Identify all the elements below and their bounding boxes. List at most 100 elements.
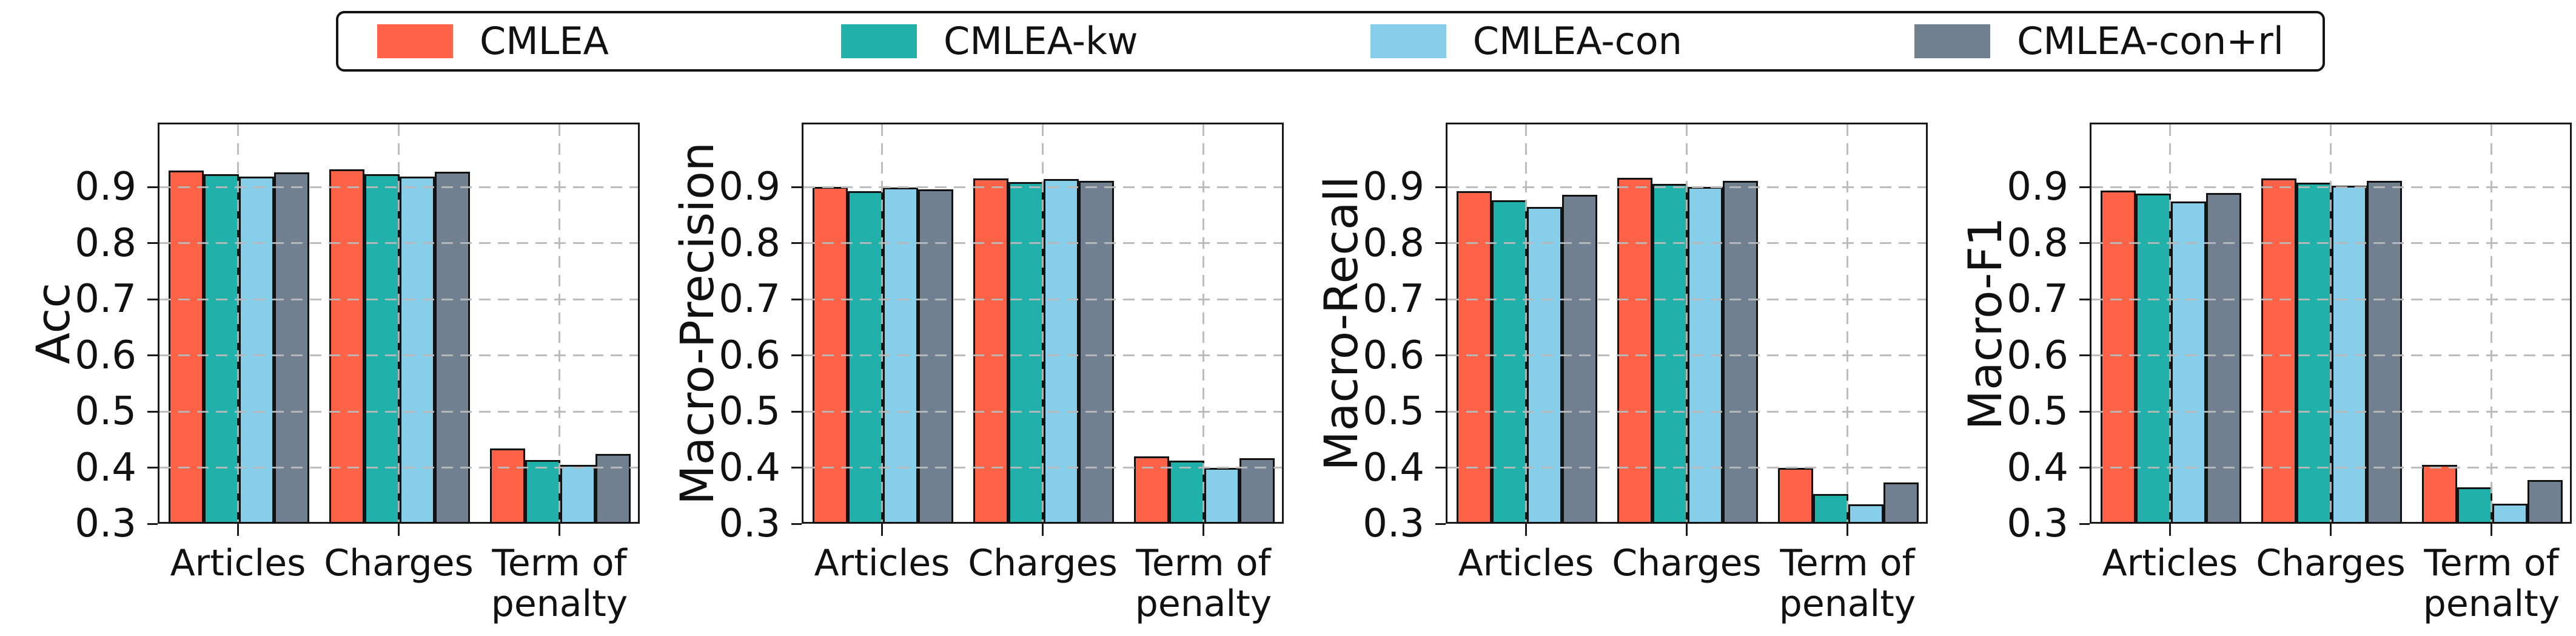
plot-area	[802, 123, 1284, 524]
y-tick-label: 0.5	[2007, 389, 2068, 435]
y-tick-label: 0.9	[75, 164, 136, 210]
y-tick-mark	[147, 242, 158, 245]
x-tick-label: Articles	[814, 542, 950, 584]
y-tick-label: 0.5	[1363, 389, 1424, 435]
y-tick-label: 0.6	[719, 333, 780, 378]
bar-cmlea-con-1	[1044, 179, 1079, 524]
bar-cmlea-kw-2	[1169, 460, 1204, 524]
y-tick-mark	[1435, 298, 1446, 300]
x-tick-mark	[237, 524, 239, 536]
subplot-macro-f1: Macro-F1 0.3 0.4 0.5 0.6 0.7 0.8 0.9 Articles Cha…	[1932, 91, 2576, 636]
gridline-vertical	[558, 124, 560, 522]
x-tick-mark	[1525, 524, 1527, 536]
bar-cmlea-con-1	[400, 176, 435, 524]
y-tick-label: 0.4	[75, 445, 136, 490]
y-tick-mark	[1435, 186, 1446, 188]
y-tick-label: 0.3	[1363, 501, 1424, 546]
legend-label: CMLEA-kw	[944, 19, 1138, 63]
legend-swatch-icon	[377, 24, 453, 58]
bar-cmlea-1	[329, 169, 364, 524]
bar-cmlea-con+rl-1	[2367, 181, 2402, 524]
x-tick-mark	[1202, 524, 1204, 536]
bar-cmlea-0	[2101, 190, 2136, 524]
y-tick-label: 0.6	[75, 333, 136, 378]
x-tick-label: Articles	[2102, 542, 2238, 584]
y-tick-mark	[147, 467, 158, 469]
x-tick-label: Charges	[1612, 542, 1762, 584]
bar-cmlea-kw-1	[364, 174, 400, 524]
y-tick-label: 0.6	[2007, 333, 2068, 378]
bar-cmlea-1	[973, 178, 1008, 524]
legend-swatch-icon	[1370, 24, 1446, 58]
bar-cmlea-con+rl-0	[1562, 195, 1597, 524]
y-tick-label: 0.9	[2007, 164, 2068, 210]
y-tick-label: 0.5	[75, 389, 136, 435]
gridline-vertical	[1525, 124, 1527, 522]
bar-cmlea-con-0	[239, 176, 274, 524]
bar-cmlea-kw-1	[1008, 181, 1044, 524]
bar-cmlea-con+rl-1	[435, 172, 470, 524]
x-tick-label: Term of penalty	[491, 542, 628, 626]
legend-label: CMLEA-con+rl	[2017, 19, 2284, 63]
bar-cmlea-con-2	[560, 464, 595, 524]
legend-swatch-icon	[1914, 24, 1991, 58]
plot-area	[1446, 123, 1928, 524]
legend-item-cmlea: CMLEA	[377, 22, 609, 60]
gridline-vertical	[237, 124, 239, 522]
y-tick-mark	[2079, 523, 2090, 525]
y-tick-mark	[791, 242, 802, 245]
bar-cmlea-con+rl-0	[2206, 192, 2241, 524]
bar-cmlea-con+rl-0	[274, 172, 309, 524]
bar-cmlea-con+rl-2	[1883, 482, 1919, 524]
y-tick-mark	[147, 186, 158, 188]
y-tick-label: 0.3	[719, 501, 780, 546]
gridline-vertical	[2169, 124, 2171, 522]
y-tick-mark	[147, 410, 158, 413]
gridline-vertical	[881, 124, 883, 522]
x-tick-label: Articles	[1458, 542, 1594, 584]
plot-area	[158, 123, 640, 524]
gridline-vertical	[1042, 124, 1044, 522]
bar-cmlea-2	[1778, 467, 1813, 524]
bar-cmlea-kw-0	[848, 191, 883, 524]
legend-swatch-icon	[841, 24, 917, 58]
bar-cmlea-kw-1	[2296, 182, 2332, 524]
subplot-macro-recall: Macro-Recall 0.3 0.4 0.5 0.6 0.7 0.8 0.9 Article…	[1288, 91, 1932, 636]
y-tick-label: 0.5	[719, 389, 780, 435]
bar-cmlea-kw-2	[2457, 487, 2492, 524]
gridline-vertical	[1846, 124, 1848, 522]
y-tick-mark	[791, 467, 802, 469]
x-tick-mark	[558, 524, 560, 536]
x-tick-mark	[2330, 524, 2332, 536]
y-tick-mark	[1435, 242, 1446, 245]
bar-cmlea-con-2	[1204, 467, 1239, 524]
y-tick-label: 0.4	[719, 445, 780, 490]
gridline-vertical	[2490, 124, 2492, 522]
y-tick-mark	[2079, 410, 2090, 413]
bar-cmlea-1	[2261, 178, 2296, 524]
bar-cmlea-0	[169, 170, 204, 524]
bar-cmlea-kw-0	[1492, 200, 1527, 524]
y-tick-mark	[791, 410, 802, 413]
legend-label: CMLEA-con	[1472, 19, 1682, 63]
subplot-acc: Acc 0.3 0.4 0.5 0.6 0.7 0.8 0.9 Articles Charges T…	[0, 91, 644, 636]
legend-label: CMLEA	[480, 19, 609, 63]
bar-cmlea-kw-0	[204, 174, 239, 524]
bar-cmlea-con+rl-2	[595, 454, 631, 524]
y-tick-label: 0.9	[719, 164, 780, 210]
y-tick-mark	[1435, 410, 1446, 413]
bar-cmlea-1	[1617, 177, 1652, 524]
y-tick-label: 0.7	[719, 277, 780, 322]
bar-cmlea-con+rl-1	[1079, 181, 1114, 524]
y-tick-label: 0.4	[1363, 445, 1424, 490]
gridline-vertical	[2330, 124, 2332, 522]
x-tick-label: Articles	[170, 542, 306, 584]
gridline-vertical	[1686, 124, 1688, 522]
x-tick-label: Charges	[2256, 542, 2406, 584]
y-tick-mark	[147, 298, 158, 300]
bar-cmlea-con+rl-0	[918, 189, 953, 524]
y-tick-mark	[1435, 523, 1446, 525]
bar-cmlea-kw-1	[1652, 183, 1688, 524]
plot-area	[2090, 123, 2572, 524]
